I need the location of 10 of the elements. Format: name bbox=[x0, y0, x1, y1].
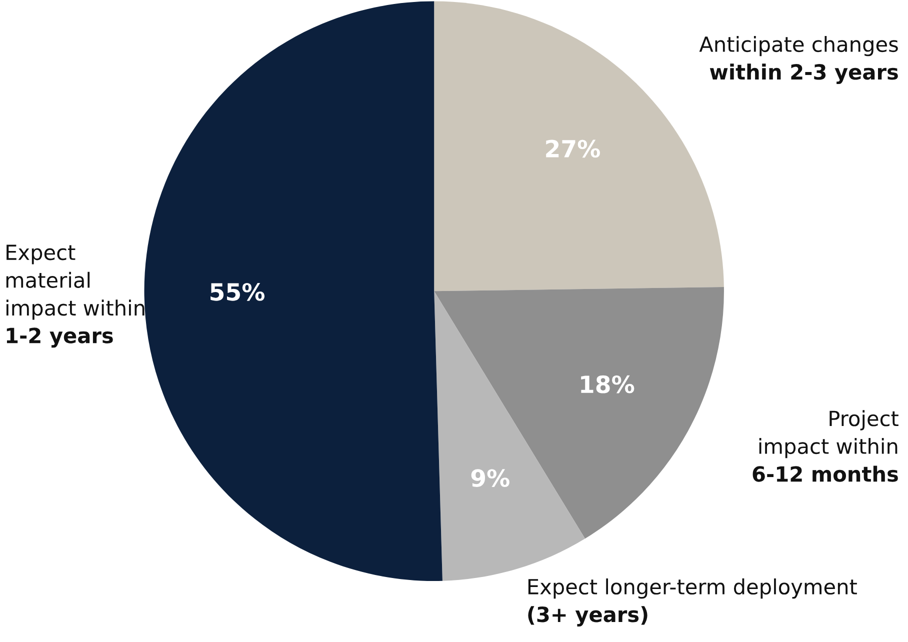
pie-slice bbox=[144, 1, 442, 582]
slice-label: Expect material impact within 1-2 years bbox=[6, 244, 144, 348]
slice-label: Expect longer-term deployment (3+ years) bbox=[528, 578, 857, 626]
data-label: 18% bbox=[581, 375, 634, 394]
slice-label: Anticipate changes within 2-3 years bbox=[699, 36, 898, 84]
data-label: 27% bbox=[546, 140, 600, 158]
slice-label: Project impact within 6-12 months bbox=[752, 410, 898, 482]
pie-slice bbox=[434, 286, 724, 539]
data-label: 55% bbox=[210, 282, 265, 301]
data-label: 9% bbox=[471, 469, 510, 487]
